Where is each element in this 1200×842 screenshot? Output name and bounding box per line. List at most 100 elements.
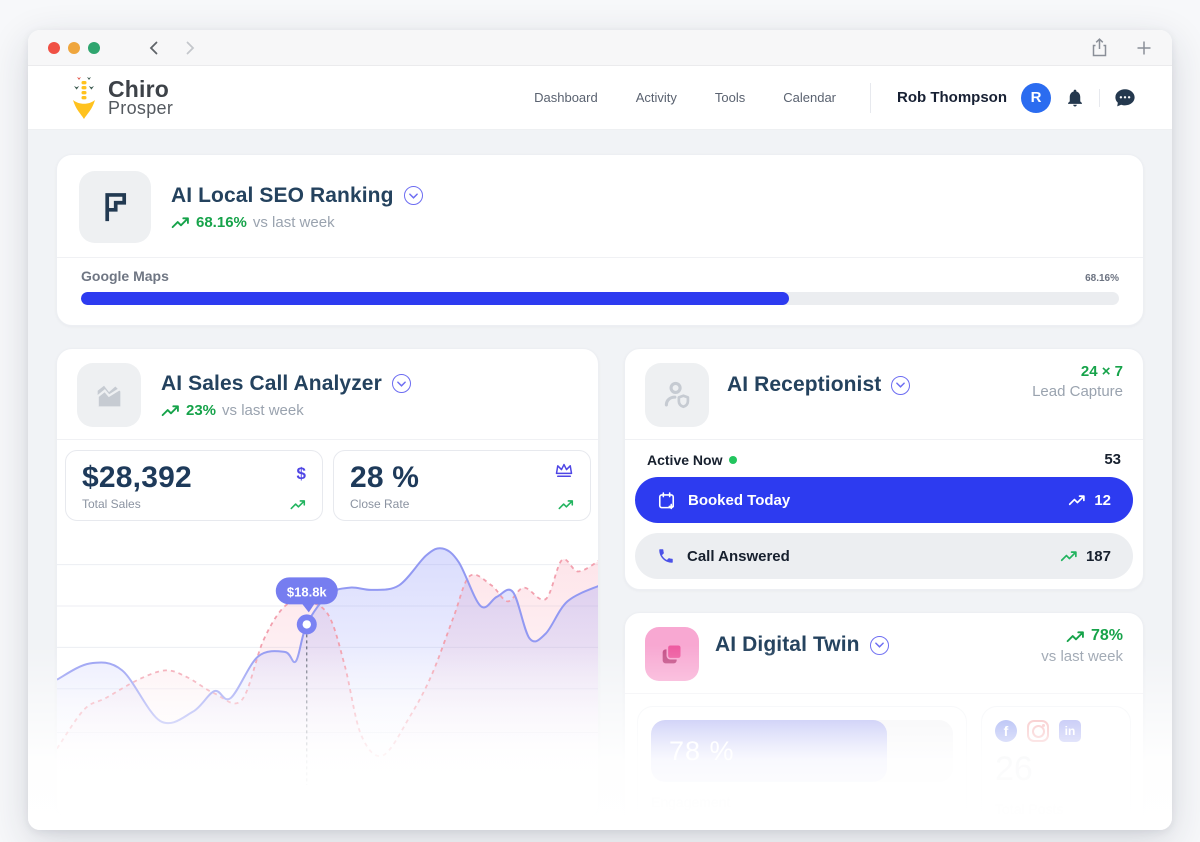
engagement-percent: 78 % [669, 735, 735, 766]
trend-up-icon [290, 499, 306, 509]
nav-tools[interactable]: Tools [714, 90, 746, 105]
crown-icon [555, 463, 573, 477]
seo-icon-tile [79, 171, 151, 243]
nav-calendar[interactable]: Calendar [783, 90, 837, 105]
trend-up-icon [1060, 551, 1077, 562]
digital-twin-expand-button[interactable] [869, 635, 889, 655]
avatar[interactable]: R [1021, 82, 1051, 113]
chat-icon[interactable] [1114, 87, 1136, 109]
seo-card-divider [57, 257, 1143, 258]
logo-text-line1: Chiro [108, 76, 170, 102]
back-icon[interactable] [148, 40, 159, 56]
chevron-down-icon [874, 642, 884, 648]
sales-trend-suffix: vs last week [222, 401, 304, 419]
user-shield-icon [664, 381, 690, 409]
share-icon[interactable] [1091, 38, 1108, 57]
phone-icon [659, 549, 673, 563]
seo-trend-value: 68.16% [196, 213, 247, 231]
minimize-window-button[interactable] [68, 41, 80, 54]
active-now-value: 53 [1104, 451, 1121, 468]
app-header: Chiro Prosper Dashboard Activity Tools C… [28, 66, 1172, 130]
dollar-icon: $ [296, 464, 306, 483]
receptionist-divider [625, 439, 1143, 440]
sales-trend-chart: $18.8k [57, 547, 598, 785]
total-posts-value: 26 [995, 750, 1033, 788]
facebook-icon[interactable]: f [995, 720, 1017, 742]
engagement-panel: 78 % Engagement [637, 706, 967, 830]
receptionist-card: AI Receptionist 24 × 7 Lead Capture [624, 348, 1144, 590]
close-rate-value: 28 % [350, 461, 420, 494]
twin-trend-value: 78% [1090, 627, 1123, 644]
user-name: Rob Thompson [897, 89, 1007, 106]
social-posts-panel: f in 26 Total Posts [981, 706, 1131, 830]
chevron-down-icon [896, 382, 906, 388]
sales-card-divider [57, 439, 598, 440]
trend-up-icon [171, 216, 189, 228]
total-sales-label: Total Sales [82, 497, 141, 511]
sales-chart-area: $18.8k [57, 537, 598, 819]
sales-icon-tile [77, 363, 141, 427]
total-posts-label: Total Posts [995, 801, 1064, 817]
trend-up-icon [1069, 495, 1086, 506]
window-controls [48, 41, 100, 54]
copy-squares-icon [662, 643, 683, 664]
booked-today-value: 12 [1094, 491, 1111, 509]
engagement-track: 78 % [651, 720, 953, 782]
trend-up-icon [161, 404, 179, 416]
receptionist-icon-tile [645, 363, 709, 427]
brand-logo[interactable]: Chiro Prosper [64, 74, 173, 122]
booked-today-row[interactable]: Booked Today 12 [635, 477, 1133, 523]
browser-toolbar [28, 30, 1172, 66]
nav-activity[interactable]: Activity [635, 90, 677, 105]
sales-card-title: AI Sales Call Analyzer [161, 371, 382, 395]
active-now-label: Active Now [647, 451, 723, 468]
calendar-plus-icon [658, 491, 675, 509]
header-divider [1099, 88, 1100, 107]
svg-text:$18.8k: $18.8k [287, 584, 328, 599]
seo-ranking-card: AI Local SEO Ranking 68.16% vs last week [56, 154, 1144, 326]
nav-dashboard[interactable]: Dashboard [534, 90, 598, 105]
receptionist-card-title: AI Receptionist [727, 373, 882, 396]
twin-trend-suffix: vs last week [1041, 648, 1123, 665]
call-answered-label: Call Answered [687, 547, 790, 565]
seo-expand-button[interactable] [403, 186, 423, 205]
digital-twin-card: AI Digital Twin 78% vs last w [624, 612, 1144, 830]
call-answered-row[interactable]: Call Answered 187 [635, 533, 1133, 579]
close-window-button[interactable] [48, 41, 60, 54]
zoom-window-button[interactable] [88, 41, 100, 54]
dashboard-content: AI Local SEO Ranking 68.16% vs last week [28, 130, 1172, 830]
sales-stats-row: $28,392 $ Total Sales 28 % [57, 440, 598, 531]
logo-text-line2: Prosper [108, 98, 174, 118]
linkedin-icon[interactable]: in [1059, 720, 1081, 742]
flag-icon [105, 193, 127, 222]
total-sales-value: $28,392 [82, 461, 192, 494]
digital-twin-title: AI Digital Twin [715, 633, 860, 656]
seo-progress-fill [81, 292, 789, 305]
badge-lead-capture: Lead Capture [1032, 383, 1123, 400]
call-answered-value: 187 [1085, 547, 1111, 565]
close-rate-label: Close Rate [350, 497, 410, 511]
main-nav: Dashboard Activity Tools Calendar [534, 90, 836, 105]
trend-up-icon [558, 499, 574, 509]
seo-trend-suffix: vs last week [252, 213, 335, 231]
receptionist-expand-button[interactable] [891, 375, 911, 395]
instagram-icon[interactable] [1027, 720, 1049, 742]
seo-card-title: AI Local SEO Ranking [171, 183, 394, 207]
progress-label-google-maps: Google Maps [81, 268, 169, 284]
stat-total-sales: $28,392 $ Total Sales [65, 450, 323, 521]
area-chart-icon [96, 385, 121, 407]
sales-trend-value: 23% [186, 401, 217, 419]
sales-expand-button[interactable] [391, 374, 411, 393]
chiroprosper-logo-icon [73, 76, 95, 119]
forward-icon[interactable] [185, 40, 196, 56]
booked-today-label: Booked Today [688, 491, 791, 509]
active-now-row: Active Now 53 [625, 440, 1143, 477]
new-tab-icon[interactable] [1136, 40, 1152, 56]
badge-24x7: 24 × 7 [1080, 363, 1123, 380]
browser-window: Chiro Prosper Dashboard Activity Tools C… [28, 30, 1172, 830]
trend-up-icon [1066, 630, 1084, 642]
notifications-bell-icon[interactable] [1065, 87, 1085, 109]
seo-progress-track [81, 292, 1119, 305]
stat-close-rate: 28 % Close Rate [333, 450, 591, 521]
progress-percent-label: 68.16% [1085, 273, 1119, 284]
